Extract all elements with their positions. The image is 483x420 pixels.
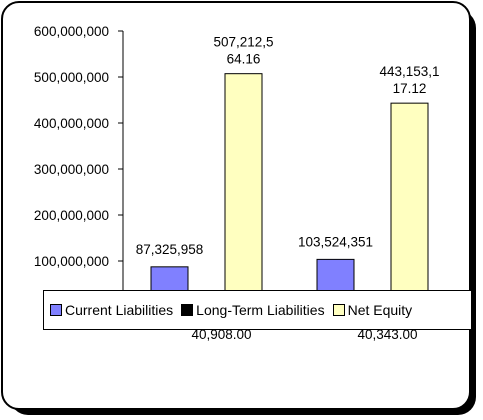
data-label: 507,212,5 64.16 [213, 35, 273, 67]
y-tick-label: 500,000,000 [34, 70, 109, 85]
overflow-label: 40,908.00 [191, 327, 251, 342]
data-label-line: 87,325,958 [136, 242, 204, 257]
legend-swatch-long-term-liabilities [181, 304, 194, 316]
legend-label-current-liabilities: Current Liabilities [65, 302, 174, 318]
y-tick-label: 200,000,000 [34, 208, 109, 223]
y-tick-label: 400,000,000 [34, 116, 109, 131]
legend-item-long-term-liabilities: Long-Term Liabilities [181, 302, 325, 318]
legend-label-long-term-liabilities: Long-Term Liabilities [196, 302, 325, 318]
legend-item-current-liabilities: Current Liabilities [50, 302, 173, 318]
legend-item-net-equity: Net Equity [332, 302, 413, 318]
data-label-line: 17.12 [393, 81, 427, 96]
data-label: 103,524,351 [298, 234, 373, 249]
y-tick-label: 600,000,000 [34, 24, 109, 39]
data-label: 443,153,1 17.12 [379, 64, 439, 96]
data-label-line: 64.16 [227, 52, 261, 67]
data-label-line: 443,153,1 [379, 64, 439, 79]
bar-net-equity-1 [390, 102, 429, 308]
y-axis: 600,000,000 500,000,000 400,000,000 300,000… [34, 24, 124, 307]
bars [150, 73, 429, 308]
bar-net-equity-0 [224, 73, 263, 308]
legend-label-net-equity: Net Equity [347, 302, 413, 318]
legend-swatch-current-liabilities [50, 304, 62, 316]
legend: Current Liabilities Long-Term Liabilitie… [43, 290, 472, 330]
y-tick-label: 100,000,000 [34, 254, 109, 269]
data-label-line: 507,212,5 [213, 35, 273, 50]
overflow-label: 40,343.00 [357, 327, 417, 342]
y-tick-label: 300,000,000 [34, 162, 109, 177]
data-label: 87,325,958 [136, 242, 204, 257]
data-label-line: 103,524,351 [298, 234, 373, 249]
legend-swatch-net-equity [332, 304, 345, 316]
